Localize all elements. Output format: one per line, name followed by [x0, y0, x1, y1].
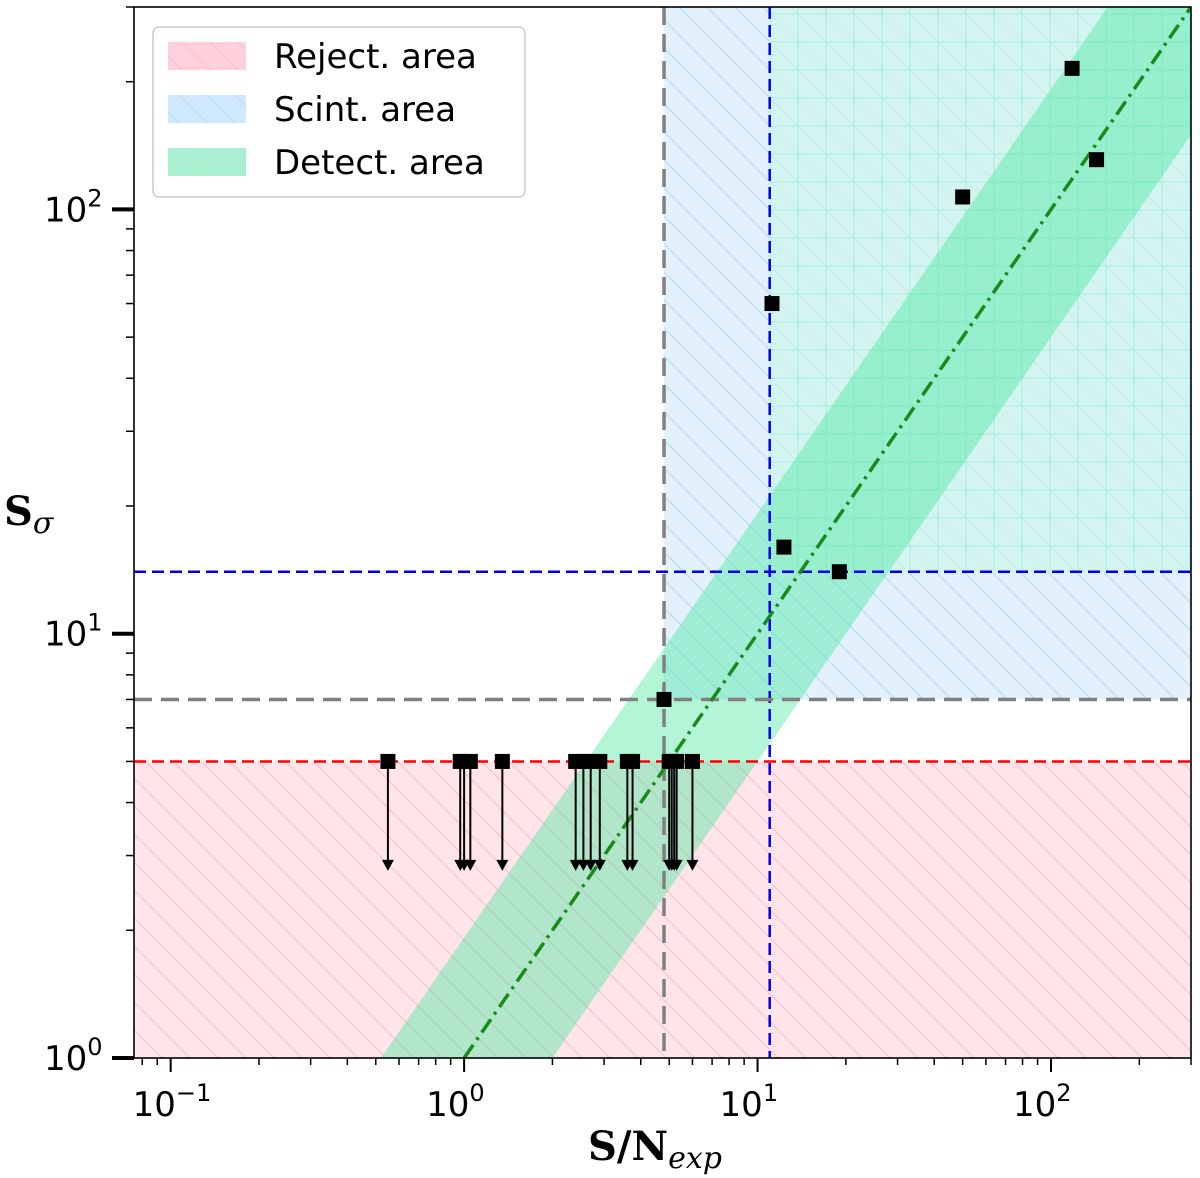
- detection-point-1: [764, 296, 780, 312]
- x-axis-label-sub: exp: [668, 1141, 722, 1176]
- upper-limits: [380, 753, 700, 871]
- x-tick-label-2: 101: [720, 1079, 779, 1125]
- upper-limit-marker-3: [462, 753, 478, 769]
- upper-limit-arrow-5: [569, 859, 582, 871]
- upper-limit-marker-15: [684, 753, 700, 769]
- legend-swatch-pattern-1: [168, 95, 246, 123]
- x-tick-label-1: 100: [426, 1079, 485, 1125]
- y-tick-label-exp-0: 0: [87, 1033, 102, 1061]
- y-tick-label-exp-1: 1: [87, 609, 102, 637]
- x-tick-label-exp-1: 0: [469, 1079, 484, 1107]
- y-axis-label: Sσ: [4, 488, 55, 541]
- legend-label-0: Reject. area: [274, 37, 477, 77]
- upper-limit-marker-0: [380, 753, 396, 769]
- x-tick-label-3: 102: [1013, 1079, 1072, 1125]
- detections: [656, 60, 1105, 707]
- upper-limit-arrow-4: [496, 859, 509, 871]
- x-tick-label-exp-0: −1: [176, 1079, 211, 1107]
- x-axis-ticks: 10−1 100 101 102: [133, 1058, 1192, 1125]
- detection-point-5: [1064, 60, 1080, 76]
- x-axis-label: S/Nexp: [588, 1123, 722, 1176]
- upper-limit-arrow-8: [593, 859, 606, 871]
- detection-point-3: [831, 564, 847, 580]
- upper-limit-marker-10: [625, 753, 641, 769]
- upper-limit-marker-14: [669, 753, 685, 769]
- legend-swatch-pattern-2: [168, 148, 246, 176]
- upper-limit-arrow-10: [626, 859, 639, 871]
- x-tick-label-exp-3: 2: [1056, 1079, 1071, 1107]
- legend-label-1: Scint. area: [274, 90, 456, 130]
- y-tick-label-0: 100: [44, 1033, 103, 1079]
- upper-limit-arrow-0: [381, 859, 394, 871]
- legend-swatch-pattern-0: [168, 42, 246, 70]
- upper-limit-marker-4: [494, 753, 510, 769]
- detection-point-4: [955, 189, 971, 205]
- y-tick-label-1: 101: [44, 609, 103, 655]
- detection-point-6: [1089, 152, 1105, 168]
- y-tick-label-2: 102: [44, 184, 103, 230]
- legend: Reject. area Scint. area Detect. area: [152, 26, 526, 198]
- x-tick-label-base-0: 10: [133, 1085, 176, 1125]
- upper-limit-arrow-7: [584, 859, 597, 871]
- y-tick-label-exp-2: 2: [87, 184, 102, 212]
- legend-label-2: Detect. area: [274, 143, 485, 183]
- x-tick-label-exp-2: 1: [763, 1079, 778, 1107]
- y-tick-label-base-0: 10: [44, 1039, 87, 1079]
- upper-limit-arrow-3: [464, 859, 477, 871]
- x-tick-label-base-1: 10: [426, 1085, 469, 1125]
- y-tick-label-base-2: 10: [44, 190, 87, 230]
- area-regions: [134, 7, 1191, 1058]
- y-axis-label-sub: σ: [33, 506, 55, 541]
- x-tick-label-base-3: 10: [1013, 1085, 1056, 1125]
- x-tick-label-base-2: 10: [720, 1085, 763, 1125]
- plot-frame: [133, 6, 1192, 1059]
- detection-point-0: [656, 691, 672, 707]
- detection-point-2: [776, 539, 792, 555]
- detect-area-grid: [769, 7, 1191, 572]
- upper-limit-arrow-15: [686, 859, 699, 871]
- y-tick-label-base-1: 10: [44, 615, 87, 655]
- upper-limit-arrow-14: [670, 859, 683, 871]
- x-tick-label-0: 10−1: [133, 1079, 212, 1125]
- upper-limit-marker-8: [592, 753, 608, 769]
- fit-line-group: [462, 7, 1191, 1058]
- fit-line: [462, 7, 1191, 1058]
